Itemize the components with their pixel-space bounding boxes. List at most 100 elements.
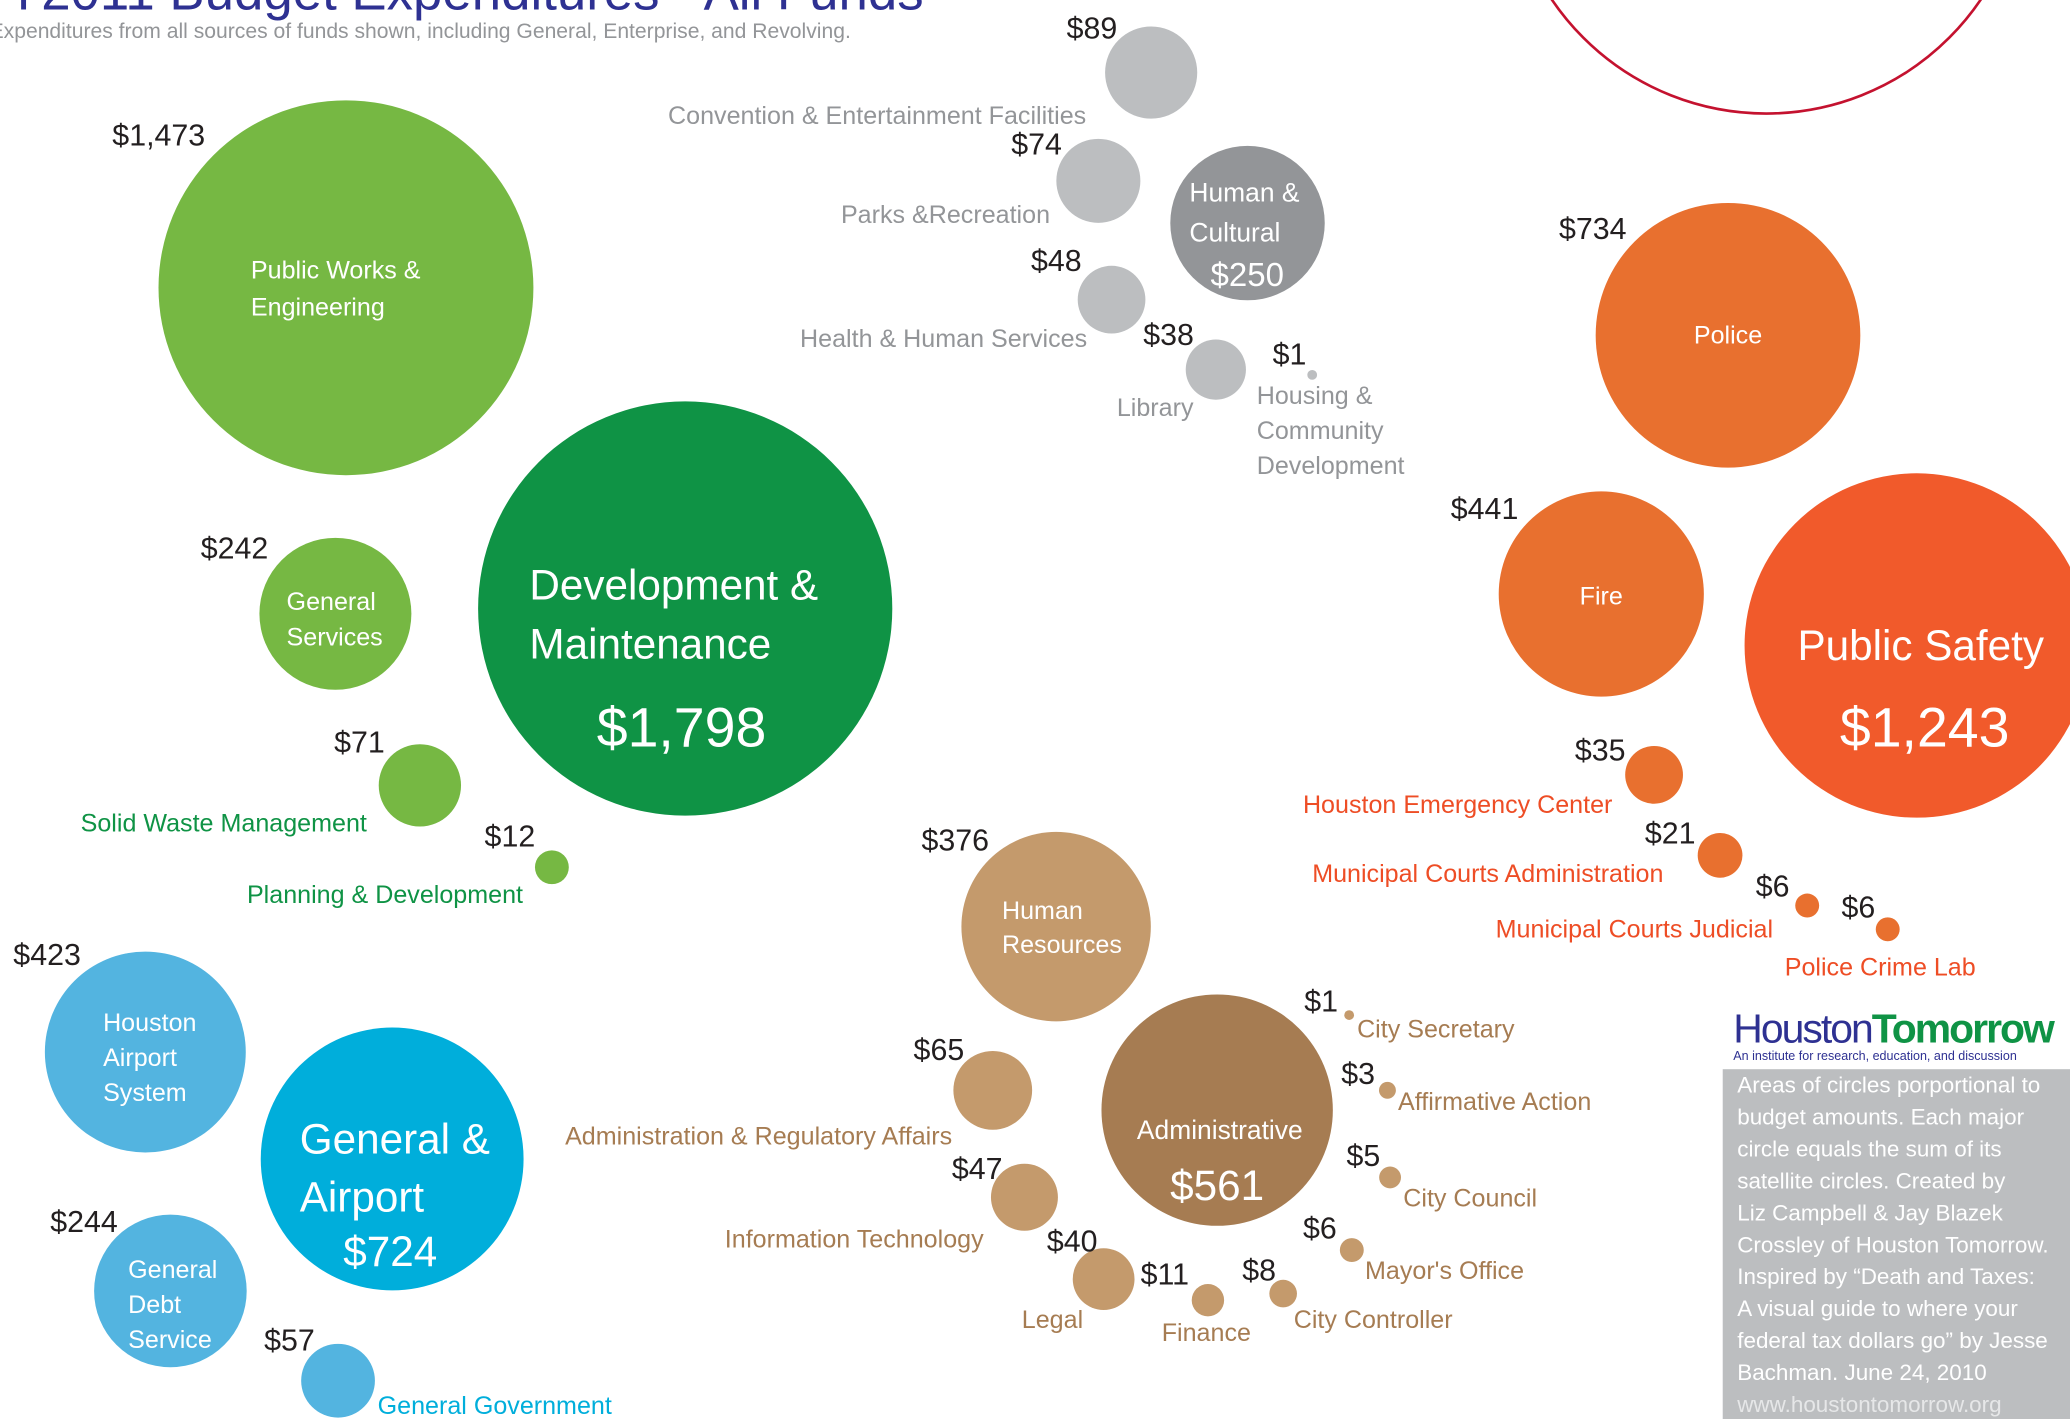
major-bubble bbox=[478, 401, 893, 816]
value-label: $6 bbox=[1303, 1212, 1337, 1245]
outline-circle bbox=[1550, 0, 1982, 115]
bubble-label: City Secretary bbox=[1357, 1016, 1515, 1044]
note-line: Areas of circles porportional to bbox=[1737, 1073, 2040, 1098]
bubble-label: Affirmative Action bbox=[1398, 1088, 1591, 1116]
value-label: $1,473 bbox=[112, 119, 205, 152]
bubble-label: Community bbox=[1257, 417, 1384, 445]
bubble-label: Human bbox=[1002, 897, 1083, 925]
value-label: $6 bbox=[1756, 871, 1790, 904]
note-box bbox=[1722, 1069, 2070, 1419]
logo-part2: Tomorrow bbox=[1872, 1005, 2055, 1051]
value-label: $57 bbox=[264, 1325, 315, 1358]
note-line: Bachman. June 24, 2010 bbox=[1737, 1360, 1987, 1385]
bubble-label: Airport bbox=[103, 1044, 177, 1072]
bubble-label: Police Crime Lab bbox=[1785, 954, 1976, 982]
bubble bbox=[1077, 265, 1146, 334]
title: FY2011 Budget Expenditures - All Funds bbox=[0, 0, 924, 22]
bubble bbox=[259, 537, 412, 690]
major-label: Maintenance bbox=[529, 621, 771, 668]
bubble bbox=[990, 1163, 1058, 1231]
bubble bbox=[1185, 339, 1246, 400]
note-line: Inspired by “Death and Taxes: bbox=[1737, 1264, 2035, 1289]
value-label: $38 bbox=[1143, 319, 1194, 352]
logo-part1: Houston bbox=[1733, 1005, 1872, 1051]
note-line: A visual guide to where your bbox=[1737, 1296, 2018, 1321]
bubble-label: Finance bbox=[1162, 1319, 1251, 1347]
value-label: $423 bbox=[13, 939, 81, 972]
bubble bbox=[1595, 202, 1861, 468]
value-label: $441 bbox=[1451, 493, 1519, 526]
major-label: Public Safety bbox=[1797, 622, 2044, 669]
bubble bbox=[1498, 491, 1704, 697]
value-label: $65 bbox=[914, 1034, 965, 1067]
major-label: Development & bbox=[529, 561, 818, 608]
value-label: $1 bbox=[1273, 339, 1307, 372]
major-label: Administrative bbox=[1137, 1115, 1303, 1145]
major-label: Cultural bbox=[1189, 217, 1280, 247]
major-label: Human & bbox=[1189, 178, 1299, 208]
bubble bbox=[534, 850, 569, 885]
bubble-label: Legal bbox=[1022, 1306, 1083, 1334]
bubble-label: System bbox=[103, 1079, 187, 1107]
major-value: $561 bbox=[1170, 1162, 1264, 1209]
bubble-label: Convention & Entertainment Facilities bbox=[668, 102, 1086, 130]
major-label: Airport bbox=[300, 1174, 425, 1221]
bubble bbox=[1269, 1279, 1297, 1308]
bubble-label: General bbox=[287, 588, 376, 616]
bubble bbox=[1344, 1010, 1355, 1020]
bubble-label: General Government bbox=[378, 1392, 612, 1419]
note-line: Liz Campbell & Jay Blazek bbox=[1737, 1200, 2003, 1225]
bubble-label: General bbox=[128, 1256, 217, 1284]
bubble bbox=[44, 951, 246, 1153]
bubble-label: Health & Human Services bbox=[800, 325, 1087, 353]
note-line: Crossley of Houston Tomorrow. bbox=[1737, 1232, 2048, 1257]
value-label: $376 bbox=[921, 824, 989, 857]
bubble-label: Engineering bbox=[251, 294, 385, 322]
subtitle: Expenditures from all sources of funds s… bbox=[0, 20, 851, 43]
value-label: $74 bbox=[1011, 129, 1062, 162]
value-label: $12 bbox=[485, 820, 536, 853]
logo: HoustonTomorrow bbox=[1733, 1005, 2055, 1051]
value-label: $244 bbox=[50, 1206, 118, 1239]
bubble bbox=[378, 744, 462, 827]
bubble bbox=[301, 1343, 375, 1418]
bubble bbox=[1795, 893, 1820, 918]
bubble bbox=[1378, 1081, 1396, 1099]
value-label: $242 bbox=[201, 533, 269, 566]
value-label: $48 bbox=[1031, 245, 1082, 278]
value-label: $3 bbox=[1341, 1058, 1375, 1091]
major-bubble bbox=[1744, 473, 2070, 818]
bubble-label: Mayor's Office bbox=[1365, 1257, 1524, 1285]
bubble bbox=[1056, 138, 1141, 223]
value-label: $21 bbox=[1645, 818, 1696, 851]
major-bubble bbox=[260, 1027, 524, 1291]
bubble-label: Houston bbox=[103, 1009, 196, 1037]
bubble bbox=[94, 1214, 247, 1368]
bubble-label: Public Works & bbox=[251, 257, 421, 285]
major-value: $1,798 bbox=[597, 696, 767, 758]
bubble-label: Debt bbox=[128, 1291, 181, 1319]
major-value: $250 bbox=[1211, 256, 1284, 293]
bubble-label: Municipal Courts Administration bbox=[1312, 860, 1663, 888]
major-value: $724 bbox=[343, 1228, 437, 1275]
major-label: General & bbox=[300, 1116, 490, 1163]
bubble-label: Housing & bbox=[1257, 382, 1373, 410]
bubble bbox=[1625, 745, 1683, 804]
bubble-label: Administration & Regulatory Affairs bbox=[565, 1123, 952, 1151]
bubble-label: Library bbox=[1117, 394, 1194, 422]
value-label: $35 bbox=[1575, 735, 1626, 768]
value-label: $734 bbox=[1559, 213, 1627, 246]
major-value: $1,243 bbox=[1840, 696, 2010, 758]
bubble-label: Information Technology bbox=[725, 1225, 984, 1253]
bubble bbox=[1072, 1248, 1135, 1310]
bubble bbox=[953, 1050, 1033, 1130]
value-label: $6 bbox=[1842, 892, 1876, 925]
value-label: $11 bbox=[1141, 1259, 1189, 1292]
value-label: $89 bbox=[1067, 13, 1118, 46]
value-label: $5 bbox=[1347, 1140, 1381, 1173]
value-label: $47 bbox=[952, 1153, 1003, 1186]
bubble-label: Planning & Development bbox=[247, 881, 523, 909]
bubble bbox=[1191, 1284, 1225, 1317]
bubble-label: Municipal Courts Judicial bbox=[1496, 915, 1773, 943]
